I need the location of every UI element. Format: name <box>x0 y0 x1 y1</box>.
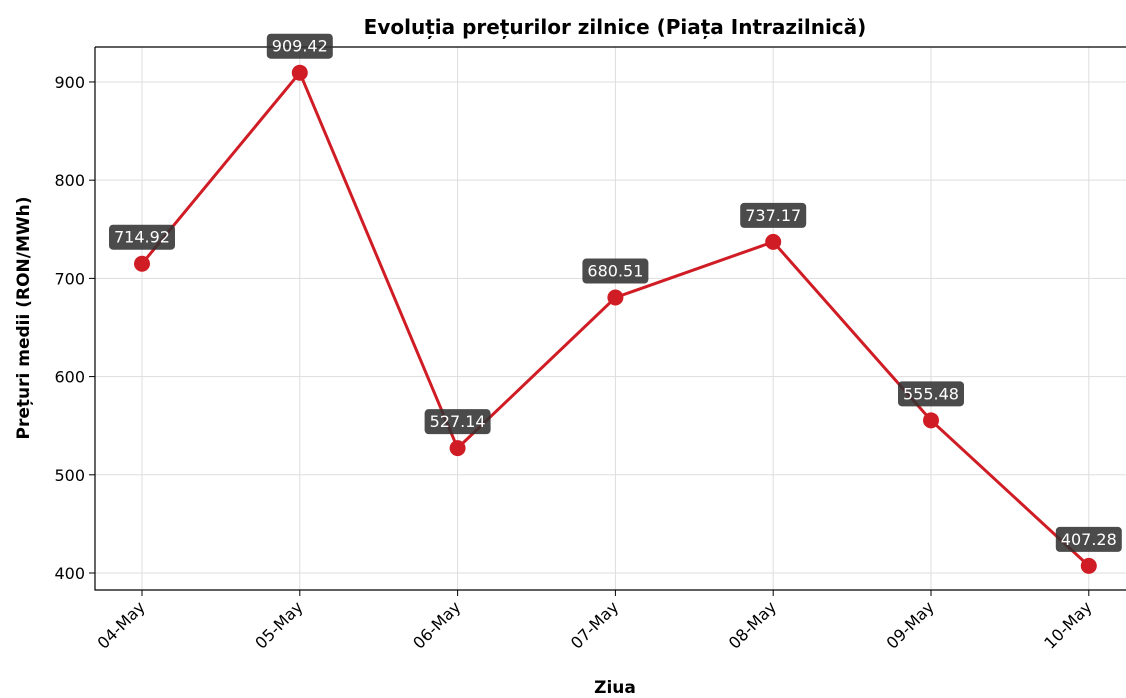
y-tick-label: 800 <box>54 171 85 190</box>
y-tick-label: 900 <box>54 73 85 92</box>
data-label-text: 527.14 <box>430 412 486 431</box>
data-label-box <box>424 409 491 435</box>
point <box>923 412 939 429</box>
axes-frame <box>94 46 1126 591</box>
data-label: 527.14 <box>424 409 491 435</box>
point <box>1080 557 1097 574</box>
y-tick-label: 400 <box>54 564 85 583</box>
data-label: 555.48 <box>898 381 964 407</box>
data-label-box <box>109 224 175 250</box>
x-tick-label: 06-May <box>409 597 464 652</box>
x-tick-label: 05-May <box>251 597 306 652</box>
x-tick-label: 04-May <box>94 597 149 652</box>
x-axis-label: Ziua <box>594 678 636 698</box>
data-label-box <box>582 258 649 284</box>
x-tick-label: 10-May <box>1040 597 1095 652</box>
data-label-text: 680.51 <box>587 262 643 281</box>
point <box>449 440 466 457</box>
data-label-box <box>898 381 964 407</box>
data-label-text: 407.28 <box>1061 530 1117 549</box>
data-label-text: 737.17 <box>745 206 801 225</box>
data-label-box <box>266 33 333 59</box>
chart-title: Evoluția prețurilor zilnice (Piața Intra… <box>364 15 867 39</box>
data-label-box <box>740 202 807 228</box>
point <box>607 289 624 306</box>
y-tick-label: 600 <box>54 368 85 387</box>
data-label-text: 555.48 <box>903 384 959 403</box>
y-tick-label: 500 <box>54 466 85 485</box>
x-tick-label: 09-May <box>883 597 938 652</box>
x-tick-label: 07-May <box>567 597 622 652</box>
data-label-text: 909.42 <box>272 37 328 56</box>
y-axis-label: Prețuri medii (RON/MWh) <box>14 196 34 439</box>
data-label-box <box>1055 526 1122 552</box>
data-label: 737.17 <box>740 202 807 228</box>
point <box>134 255 150 272</box>
data-label: 680.51 <box>582 258 649 284</box>
point <box>291 64 308 81</box>
data-label: 714.92 <box>109 224 175 250</box>
point <box>765 233 782 250</box>
y-tick-label: 700 <box>54 269 85 288</box>
data-label: 407.28 <box>1055 526 1122 552</box>
x-tick-label: 08-May <box>725 597 780 652</box>
data-label: 909.42 <box>266 33 333 59</box>
data-label-text: 714.92 <box>114 228 170 247</box>
